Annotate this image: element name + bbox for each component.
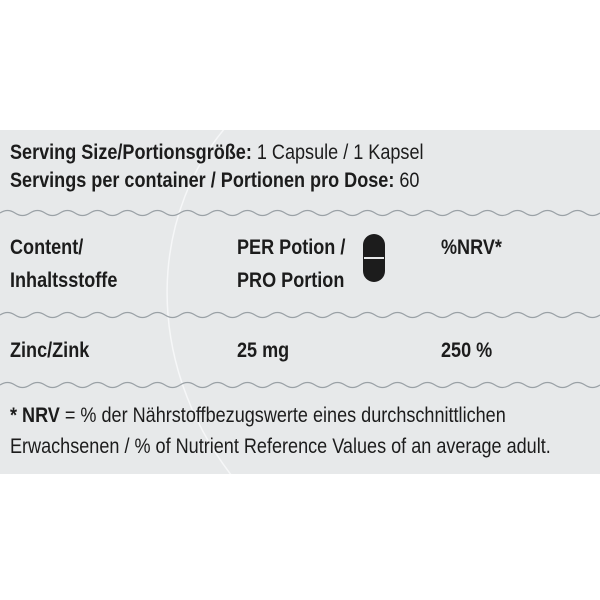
background-arc-decoration: [166, 130, 232, 474]
footnote-line1-text: = % der Nährstoffbezugswerte eines durch…: [59, 404, 506, 427]
servings-per-container-label: Servings per container / Portionen pro D…: [10, 169, 395, 192]
footnote-line1: * NRV = % der Nährstoffbezugswerte eines…: [10, 403, 506, 429]
header-nrv: %NRV*: [441, 236, 502, 259]
header-per-line1: PER Potion /: [237, 236, 346, 259]
header-per-line2: PRO Portion: [237, 269, 345, 292]
wavy-divider: [0, 381, 600, 389]
row-nutrient-name: Zinc/Zink: [10, 339, 90, 362]
serving-size-value: 1 Capsule / 1 Kapsel: [251, 141, 424, 164]
row-nutrient-nrv: 250 %: [441, 339, 493, 362]
serving-size-label: Serving Size/Portionsgröße:: [10, 141, 252, 164]
header-content-line2: Inhaltsstoffe: [10, 269, 118, 292]
servings-per-container: Servings per container / Portionen pro D…: [10, 168, 419, 194]
header-content-line1: Content/: [10, 236, 84, 259]
servings-per-container-value: 60: [394, 169, 420, 192]
footnote-line2: Erwachsenen / % of Nutrient Reference Va…: [10, 435, 551, 458]
footnote-marker: * NRV: [10, 404, 60, 427]
nutrition-panel: Serving Size/Portionsgröße: 1 Capsule / …: [0, 130, 600, 474]
wavy-divider: [0, 209, 600, 217]
row-nutrient-amount: 25 mg: [237, 339, 290, 362]
serving-size: Serving Size/Portionsgröße: 1 Capsule / …: [10, 140, 424, 166]
capsule-icon: [363, 234, 385, 282]
wavy-divider: [0, 311, 600, 319]
